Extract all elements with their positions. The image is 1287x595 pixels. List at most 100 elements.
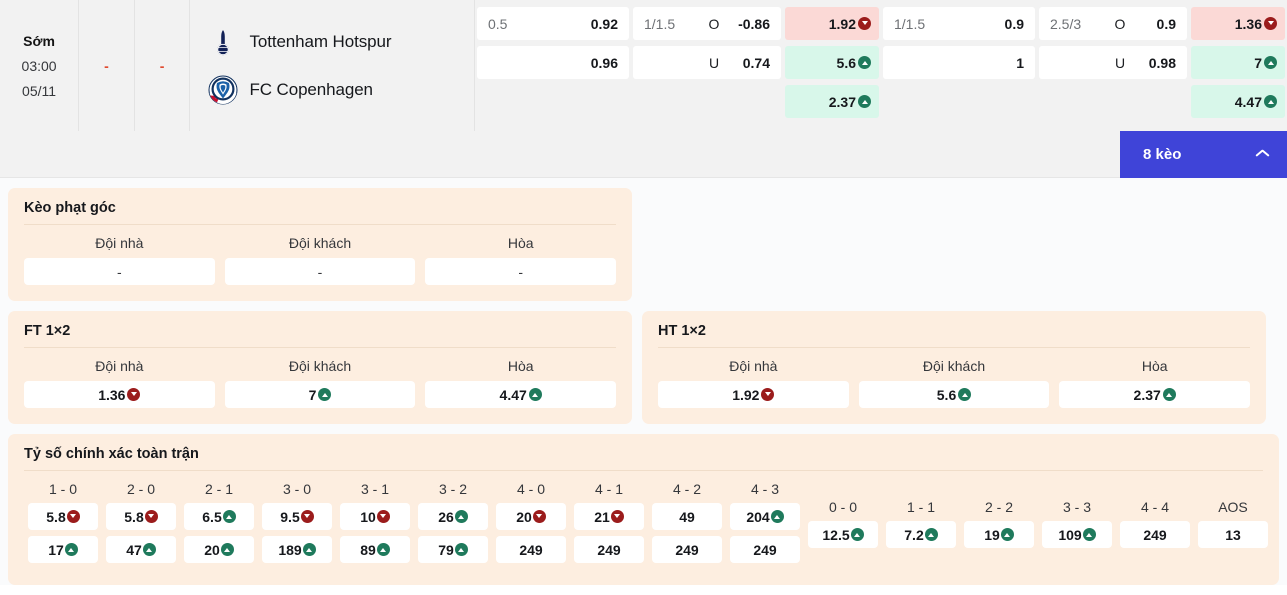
arrow-up-icon [858, 95, 871, 108]
corners-col-home: Đội nhà - [24, 235, 215, 285]
onextwo-home-cell-2[interactable]: 1.36 [1191, 7, 1285, 40]
onextwo-away-cell-2[interactable]: 7 [1191, 46, 1285, 79]
correct-score-draw-cell-1[interactable]: 7.2 [886, 521, 956, 548]
over-label-1: O [708, 15, 720, 32]
corners-cell-draw[interactable]: - [425, 258, 617, 285]
ht-label-home: Đội nhà [729, 358, 778, 374]
correct-score-label: 2 - 1 [204, 481, 233, 497]
away-team-name: FC Copenhagen [249, 79, 373, 99]
onextwo-home-cell-1[interactable]: 1.92 [785, 7, 879, 40]
ht-cell-home[interactable]: 1.92 [658, 381, 849, 408]
correct-score-cell-top-9[interactable]: 204 [730, 503, 800, 530]
home-team-row[interactable]: Tottenham Hotspur [208, 27, 474, 57]
ft-col-home: Đội nhà 1.36 [24, 358, 215, 408]
correct-score-draw-cell-2[interactable]: 19 [964, 521, 1034, 548]
chevron-up-icon [1256, 151, 1269, 159]
correct-score-home-group: 1 - 0 5.8 17 2 - 0 5.8 47 2 - 1 6.5 20 3 - 0 9.5 18… [24, 473, 804, 569]
correct-score-draw-label: 3 - 3 [1062, 499, 1091, 515]
correct-score-cell-bottom-1-value: 47 [126, 541, 142, 558]
onextwo-draw-cell-2[interactable]: 4.47 [1191, 85, 1285, 118]
correct-score-cell-top-1[interactable]: 5.8 [106, 503, 176, 530]
overunder-column-2: 2.5/3 O 0.9 U 0.98 [1037, 7, 1189, 131]
correct-score-cell-bottom-1[interactable]: 47 [106, 536, 176, 563]
arrow-up-icon [858, 56, 871, 69]
correct-score-draw-cell-4[interactable]: 249 [1120, 521, 1190, 548]
correct-score-cell-bottom-7-value: 249 [597, 541, 621, 558]
correct-score-cell-top-4[interactable]: 10 [340, 503, 410, 530]
correct-score-cell-top-8[interactable]: 49 [652, 503, 722, 530]
arrow-down-icon [66, 510, 80, 523]
handicap-away-cell-1[interactable]: 0.96 [477, 46, 629, 79]
ht-cell-away[interactable]: 5.6 [858, 381, 1050, 408]
correct-score-label: 4 - 0 [516, 481, 545, 497]
over-cell-1[interactable]: 1/1.5 O -0.86 [633, 7, 781, 40]
correct-score-cell-top-3[interactable]: 9.5 [262, 503, 332, 530]
panel-ft-grid: Đội nhà 1.36 Đội khách 7 Hòa [24, 350, 617, 408]
ft-cell-draw[interactable]: 4.47 [425, 381, 617, 408]
ht-cell-draw[interactable]: 2.37 [1059, 381, 1251, 408]
onextwo-draw-cell-1[interactable]: 2.37 [785, 85, 879, 118]
correct-score-draw-column: AOS 13 [1194, 499, 1272, 554]
match-status-label: Sớm [23, 32, 55, 49]
handicap-column-1: 0.5 0.92 0.96 [475, 7, 631, 131]
correct-score-draw-column: 4 - 4 249 [1116, 499, 1194, 554]
panel-correct-score: Tỷ số chính xác toàn trận 1 - 0 5.8 17 2 - … [8, 434, 1279, 585]
handicap-home-cell-1[interactable]: 0.5 0.92 [477, 7, 629, 40]
arrow-down-icon [858, 17, 871, 30]
ft-col-away: Đội khách 7 [224, 358, 416, 408]
correct-score-cell-top-2[interactable]: 6.5 [184, 503, 254, 530]
onextwo-away-cell-1[interactable]: 5.6 [785, 46, 879, 79]
correct-score-cell-top-6-value: 20 [516, 508, 532, 525]
correct-score-cell-bottom-5[interactable]: 79 [418, 536, 488, 563]
panel-corners-grid: Đội nhà - Đội khách - Hòa - [24, 227, 617, 285]
correct-score-cell-bottom-4-value: 89 [360, 541, 376, 558]
correct-score-cell-top-5[interactable]: 26 [418, 503, 488, 530]
over-cell-2[interactable]: 2.5/3 O 0.9 [1039, 7, 1187, 40]
handicap-home-cell-2[interactable]: 1/1.5 0.9 [883, 7, 1035, 40]
tottenham-hotspur-logo-icon [208, 27, 238, 57]
corners-col-draw: Hòa - [425, 235, 617, 285]
correct-score-cell-bottom-6[interactable]: 249 [496, 536, 566, 563]
under-cell-2[interactable]: U 0.98 [1039, 46, 1187, 79]
correct-score-draw-cell-5-value: 13 [1225, 526, 1241, 543]
panel-ht-title: HT 1×2 [658, 323, 1250, 348]
correct-score-draw-cell-5[interactable]: 13 [1198, 521, 1268, 548]
ft-cell-home[interactable]: 1.36 [24, 381, 215, 408]
correct-score-cell-bottom-7[interactable]: 249 [574, 536, 644, 563]
corners-cell-away[interactable]: - [224, 258, 416, 285]
correct-score-cell-bottom-8[interactable]: 249 [652, 536, 722, 563]
onextwo-away-value-2: 7 [1254, 54, 1262, 71]
over-label-2: O [1114, 15, 1126, 32]
under-value-2: 0.98 [1148, 54, 1176, 71]
odds-group-1: 0.5 0.92 0.96 1/1.5 O -0.86 U 0.74 [475, 0, 881, 131]
away-team-row[interactable]: FC Copenhagen [208, 75, 474, 105]
correct-score-label: 4 - 3 [750, 481, 779, 497]
keo-toggle-button[interactable]: 8 kèo [1120, 131, 1287, 178]
correct-score-cell-top-7[interactable]: 21 [574, 503, 644, 530]
correct-score-draw-cell-3[interactable]: 109 [1042, 521, 1112, 548]
correct-score-cell-bottom-4[interactable]: 89 [340, 536, 410, 563]
correct-score-cell-bottom-9[interactable]: 249 [730, 536, 800, 563]
under-label-1: U [708, 54, 720, 71]
correct-score-cell-bottom-3[interactable]: 189 [262, 536, 332, 563]
correct-score-column: 3 - 1 10 89 [336, 481, 414, 569]
ft-cell-away[interactable]: 7 [224, 381, 416, 408]
onextwo-home-value-1: 1.92 [828, 15, 856, 32]
panel-corners-title: Kèo phạt góc [24, 200, 616, 225]
handicap-away-cell-2[interactable]: 1 [883, 46, 1035, 79]
arrow-down-icon [610, 510, 624, 523]
match-time-cell: Sớm 03:00 05/11 [0, 0, 80, 131]
correct-score-cell-bottom-0[interactable]: 17 [28, 536, 98, 563]
correct-score-cell-bottom-5-value: 79 [438, 541, 454, 558]
overunder-line-2: 2.5/3 [1050, 15, 1082, 32]
correct-score-cell-top-0[interactable]: 5.8 [28, 503, 98, 530]
corners-cell-home[interactable]: - [24, 258, 215, 285]
correct-score-draw-cell-1-value: 7.2 [904, 526, 924, 543]
correct-score-label: 3 - 1 [360, 481, 389, 497]
arrow-up-icon [1162, 388, 1176, 401]
correct-score-cell-bottom-2[interactable]: 20 [184, 536, 254, 563]
under-cell-1[interactable]: U 0.74 [633, 46, 781, 79]
correct-score-column: 4 - 3 204 249 [726, 481, 804, 569]
correct-score-cell-top-6[interactable]: 20 [496, 503, 566, 530]
correct-score-draw-cell-0[interactable]: 12.5 [808, 521, 878, 548]
